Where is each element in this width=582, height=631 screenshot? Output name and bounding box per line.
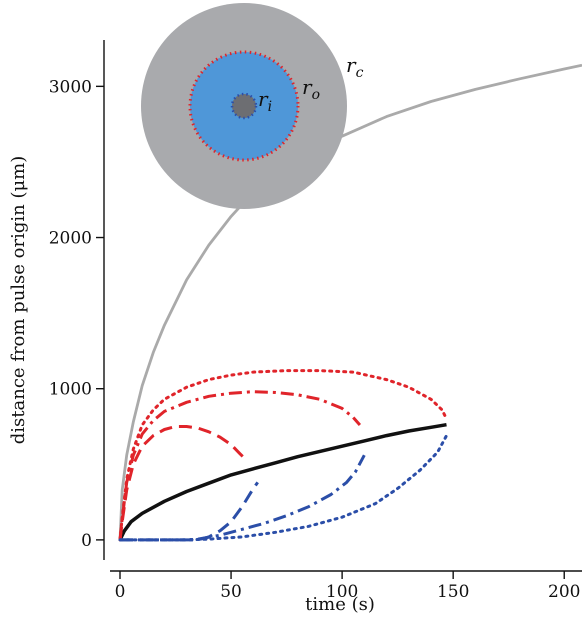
y-tick-label: 3000 (49, 77, 92, 97)
y-axis-title: distance from pulse origin (μm) (8, 156, 29, 445)
series-line-7 (120, 454, 366, 542)
label-ro: ro (302, 75, 320, 103)
y-tick-label: 0 (81, 531, 92, 551)
inset-outer-dotted-ring (188, 50, 300, 162)
label-rc: rc (346, 53, 364, 81)
series-line-3 (118, 425, 246, 541)
y-tick-label: 2000 (49, 229, 92, 249)
series-line-5 (118, 369, 448, 542)
inset-inner-disk (232, 94, 256, 118)
label-ri: ri (258, 87, 272, 115)
series-line-1 (118, 63, 582, 540)
y-tick-label: 1000 (49, 380, 92, 400)
series-line-8 (118, 434, 448, 542)
x-tick-label: 200 (548, 582, 580, 602)
axes (103, 40, 582, 572)
x-tick-label: 50 (220, 582, 242, 602)
x-tick-label: 0 (115, 582, 126, 602)
series-line-4 (118, 390, 362, 541)
x-tick-label: 100 (326, 582, 358, 602)
x-tick-label: 150 (437, 582, 469, 602)
inset-diagram: rc ro ri (141, 3, 364, 209)
series-layer (118, 63, 582, 542)
series-line-2 (118, 422, 447, 541)
inset-inner-dotted-ring (230, 92, 258, 120)
x-axis-title: time (s) (305, 594, 375, 615)
